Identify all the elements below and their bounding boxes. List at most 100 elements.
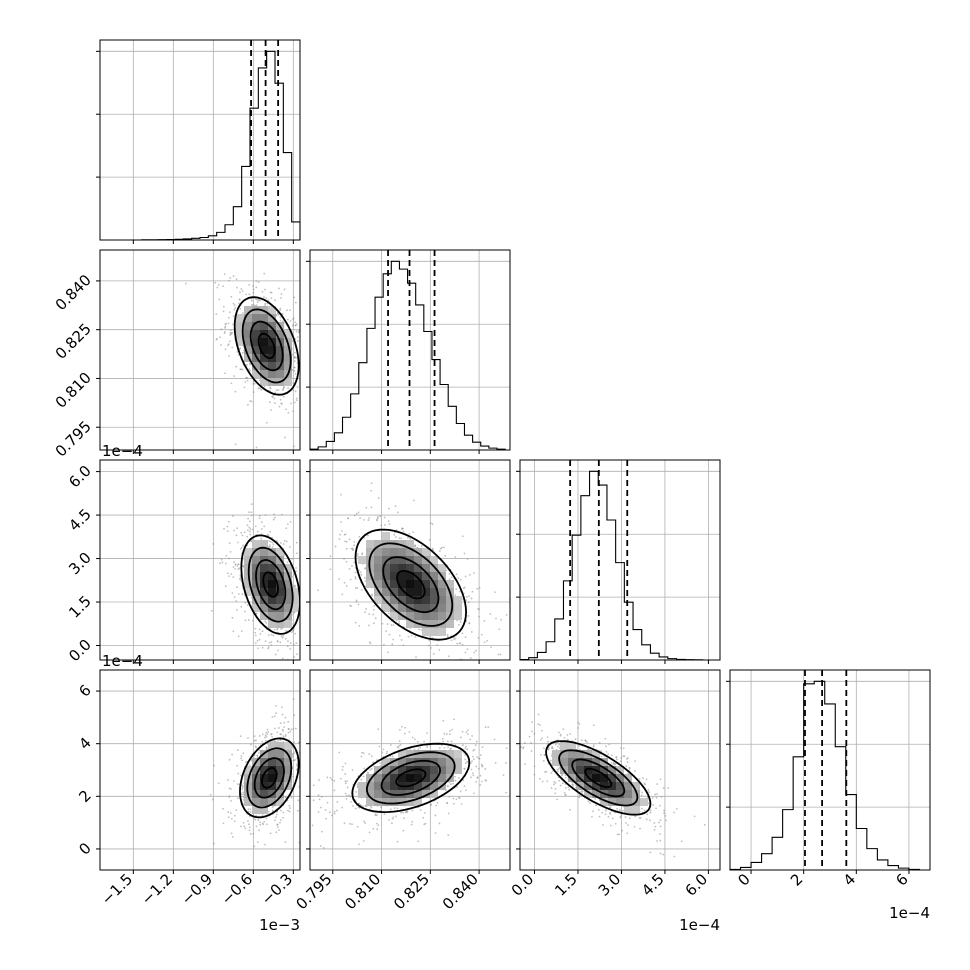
x-tick-label: −1.5 <box>98 870 136 908</box>
sample-point <box>312 744 314 746</box>
sample-point <box>311 600 313 602</box>
sample-point <box>229 812 232 815</box>
sample-point <box>376 814 378 817</box>
sample-point <box>242 798 245 801</box>
histogram-step <box>309 260 506 450</box>
sample-point <box>275 314 278 317</box>
density-cell <box>268 620 276 628</box>
sample-point <box>455 685 457 687</box>
sample-point <box>355 512 358 515</box>
sample-point <box>391 755 394 758</box>
density-cell <box>268 774 276 782</box>
sample-point <box>279 809 282 812</box>
sample-point <box>446 740 449 743</box>
sample-point <box>409 538 412 540</box>
sample-point <box>217 782 220 785</box>
density-cell <box>454 604 462 612</box>
sample-point <box>580 790 583 793</box>
density-cell <box>276 766 284 774</box>
sample-point <box>333 789 336 792</box>
y-tick-label: 2 <box>75 786 94 805</box>
sample-point <box>608 743 611 746</box>
density-cell <box>276 758 284 766</box>
sample-point <box>282 395 285 398</box>
sample-point <box>250 299 253 302</box>
contour-line <box>351 742 471 814</box>
sample-point <box>265 817 268 820</box>
y-tick-label: 0.810 <box>52 369 95 412</box>
sample-point <box>346 780 349 782</box>
sample-point <box>471 735 473 737</box>
sample-point <box>287 720 290 723</box>
sample-point <box>225 554 228 557</box>
sample-point <box>252 832 255 835</box>
sample-point <box>354 571 357 574</box>
sample-point <box>240 755 243 757</box>
sample-point <box>448 733 451 736</box>
sample-point <box>427 644 430 647</box>
sample-point <box>254 642 257 644</box>
sample-point <box>376 515 379 518</box>
sample-point <box>381 751 384 754</box>
sample-point <box>249 833 252 835</box>
sample-point <box>384 524 386 526</box>
contour-line <box>380 759 442 796</box>
sample-point <box>284 436 286 439</box>
sample-point <box>542 759 545 762</box>
sample-point <box>624 816 627 818</box>
sample-point <box>452 782 454 785</box>
sample-point <box>263 272 266 275</box>
sample-point <box>212 543 215 545</box>
sample-point <box>232 566 235 568</box>
sample-point <box>285 630 287 632</box>
sample-point <box>457 577 460 580</box>
density-cell <box>422 758 430 766</box>
sample-point <box>319 806 322 809</box>
sample-point <box>244 601 247 604</box>
sample-point <box>461 632 464 635</box>
sample-point <box>281 636 284 639</box>
sample-point <box>312 369 314 371</box>
sample-point <box>247 823 250 826</box>
sample-point <box>303 392 305 394</box>
sample-point <box>371 594 373 597</box>
sample-point <box>430 803 432 806</box>
sample-point <box>230 382 233 385</box>
sample-point <box>393 531 396 534</box>
sample-point <box>419 809 422 811</box>
density-cell <box>430 556 438 564</box>
density-cell <box>382 782 390 790</box>
contour-line <box>396 570 426 600</box>
sample-point <box>236 350 239 353</box>
sample-point <box>396 511 399 514</box>
sample-point <box>302 583 304 585</box>
sample-point <box>280 733 283 736</box>
sample-point <box>304 393 306 395</box>
sample-point <box>618 833 621 836</box>
sample-point <box>389 808 392 811</box>
sample-point <box>236 764 239 767</box>
sample-point <box>273 516 276 519</box>
sample-point <box>256 639 259 642</box>
sample-point <box>220 558 223 561</box>
density-cell <box>390 556 398 564</box>
gridlines <box>520 460 720 660</box>
sample-point <box>276 823 279 826</box>
gridlines <box>730 670 930 870</box>
sample-point <box>505 761 507 764</box>
sample-point <box>471 664 473 666</box>
sample-point <box>367 519 370 522</box>
sample-point <box>274 816 277 819</box>
sample-point <box>370 506 373 509</box>
sample-point <box>500 618 502 621</box>
sample-point <box>385 630 388 633</box>
sample-point <box>277 287 280 290</box>
sample-point <box>244 610 246 613</box>
sample-point <box>269 530 272 533</box>
sample-point <box>569 808 571 811</box>
sample-point <box>287 318 289 321</box>
density-cell <box>414 580 422 588</box>
sample-point <box>304 774 306 776</box>
sample-point <box>364 611 367 614</box>
